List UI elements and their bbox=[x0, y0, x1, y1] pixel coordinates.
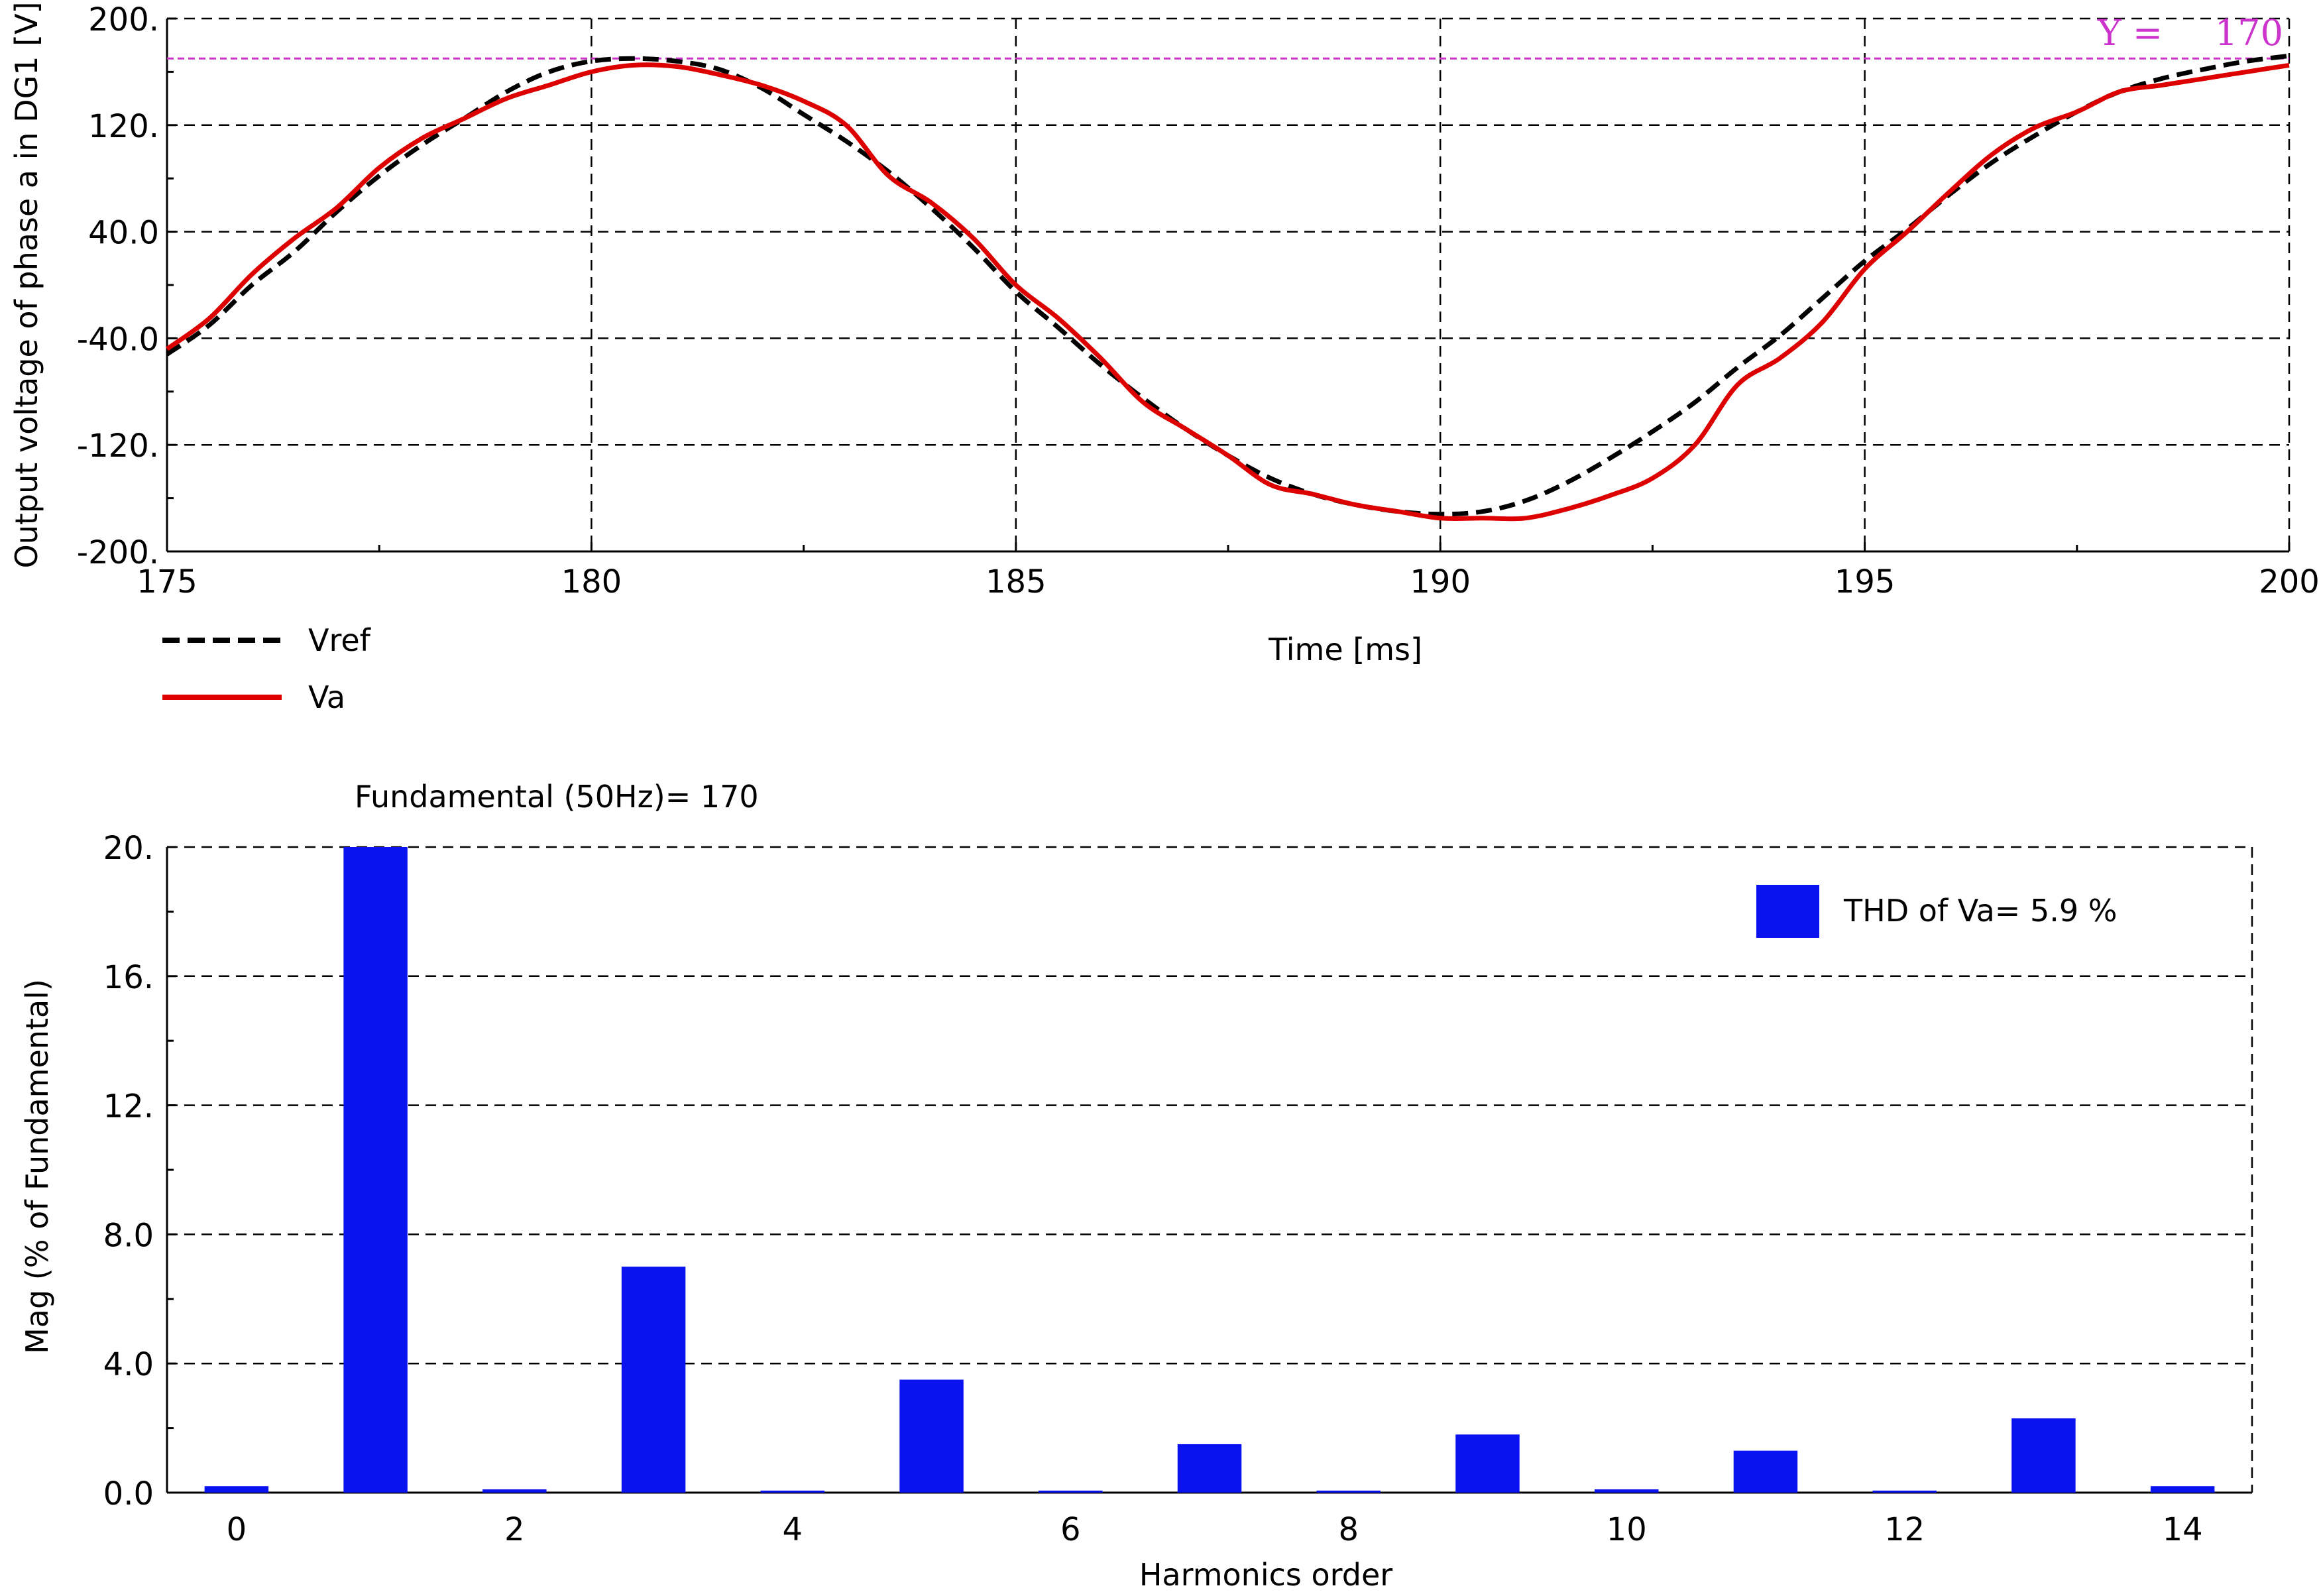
line-x-tick-label: 185 bbox=[986, 563, 1046, 600]
harmonic-bar-9 bbox=[1455, 1434, 1520, 1493]
line-y-axis-label: Output voltage of phase a in DG1 [V] bbox=[9, 2, 44, 569]
line-y-tick-label: -200. bbox=[77, 534, 159, 571]
legend-vref-label: Vref bbox=[308, 622, 372, 658]
bar-x-axis-label: Harmonics order bbox=[1139, 1557, 1392, 1593]
harmonic-bar-3 bbox=[621, 1267, 686, 1493]
line-legend: Vref Va bbox=[162, 622, 372, 715]
bar-y-tick-label: 20. bbox=[103, 830, 154, 867]
bar-y-tick-label: 16. bbox=[103, 959, 154, 996]
bar-legend: THD of Va= 5.9 % bbox=[1756, 885, 2117, 938]
legend-thd-swatch bbox=[1756, 885, 1819, 938]
bar-x-tick-label: 0 bbox=[227, 1511, 247, 1548]
voltage-line-chart: 175 180 185 190 195 200 200. 120. 40.0 -40.0 -120.… bbox=[9, 1, 2319, 715]
bar-y-tick-label: 8.0 bbox=[103, 1217, 154, 1254]
harmonic-bar-0 bbox=[204, 1486, 269, 1493]
line-x-tick-label: 200 bbox=[2259, 563, 2319, 600]
line-y-tick-label: 120. bbox=[88, 108, 159, 145]
line-x-tick-label: 190 bbox=[1410, 563, 1471, 600]
line-x-tick-label: 175 bbox=[137, 563, 198, 600]
harmonic-bar-1 bbox=[343, 847, 408, 1493]
legend-thd-label: THD of Va= 5.9 % bbox=[1843, 893, 2117, 929]
line-x-tick-label: 195 bbox=[1835, 563, 1895, 600]
bar-y-tick-label: 0.0 bbox=[103, 1475, 154, 1512]
bar-x-tick-label: 12 bbox=[1884, 1511, 1925, 1548]
harmonic-bar-4 bbox=[760, 1491, 825, 1493]
line-y-tick-label: 200. bbox=[88, 1, 159, 38]
fundamental-annotation: Fundamental (50Hz)= 170 bbox=[355, 779, 759, 815]
harmonic-bar-10 bbox=[1594, 1489, 1659, 1493]
bar-y-tick-label: 4.0 bbox=[103, 1346, 154, 1383]
reference-line-label: Y = bbox=[2097, 12, 2163, 54]
harmonic-bar-7 bbox=[1177, 1444, 1242, 1493]
bar-x-tick-label: 6 bbox=[1060, 1511, 1081, 1548]
harmonic-bar-12 bbox=[1872, 1491, 1937, 1493]
harmonic-bar-13 bbox=[2011, 1418, 2076, 1493]
harmonic-bar-2 bbox=[482, 1489, 547, 1493]
series-va-line bbox=[165, 62, 2290, 522]
bar-y-axis-label: Mag (% of Fundamental) bbox=[19, 979, 55, 1354]
bar-x-tick-label: 14 bbox=[2163, 1511, 2203, 1548]
harmonic-bar-11 bbox=[1733, 1450, 1798, 1493]
harmonics-bar-chart: Fundamental (50Hz)= 170 20. 16. 12. 8.0 4.0 0… bbox=[19, 779, 2253, 1593]
reference-line-value: 170 bbox=[2215, 12, 2283, 54]
line-y-tick-label: 40.0 bbox=[88, 215, 159, 252]
line-y-tick-label: -120. bbox=[77, 428, 159, 465]
bar-x-tick-label: 8 bbox=[1338, 1511, 1359, 1548]
harmonic-bar-8 bbox=[1316, 1491, 1381, 1493]
line-x-axis-label: Time [ms] bbox=[1268, 632, 1422, 667]
line-y-tick-label: -40.0 bbox=[77, 321, 159, 358]
harmonic-bar-5 bbox=[899, 1379, 964, 1493]
harmonic-bar-6 bbox=[1039, 1491, 1103, 1493]
legend-va-label: Va bbox=[308, 679, 345, 715]
bar-y-tick-label: 12. bbox=[103, 1088, 154, 1125]
harmonic-bar-14 bbox=[2150, 1486, 2215, 1493]
bar-x-tick-label: 10 bbox=[1607, 1511, 1647, 1548]
line-x-tick-label: 180 bbox=[561, 563, 622, 600]
bar-x-tick-label: 2 bbox=[504, 1511, 525, 1548]
bar-x-tick-label: 4 bbox=[783, 1511, 803, 1548]
